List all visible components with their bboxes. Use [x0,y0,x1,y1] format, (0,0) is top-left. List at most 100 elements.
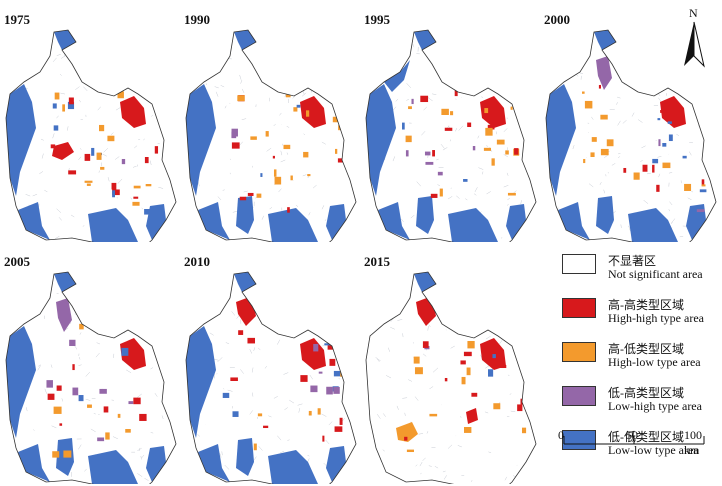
texture-line [429,386,434,390]
texture-line [136,393,142,398]
texture-line [617,156,621,159]
scale-tick-label: 50 [626,428,638,442]
texture-line [217,357,223,363]
low-low-patch [268,208,318,242]
texture-line [396,405,399,410]
texture-line [494,63,497,67]
high-low-patch [662,162,671,169]
texture-line [485,336,491,340]
high-low-patch [413,356,420,364]
texture-line [239,141,243,146]
low-low-patch [546,84,576,196]
texture-line [412,44,415,48]
legend-label-zh: 高-高类型区域 [608,298,684,312]
texture-line [232,211,238,213]
low-high-patch [425,161,434,165]
texture-line [268,415,272,418]
texture-line [329,99,331,103]
texture-line [571,72,574,76]
texture-line [37,54,39,58]
map-panel-2000: 2000 [540,6,718,242]
low-low-patch [88,450,138,484]
low-low-patch [296,104,301,108]
high-low-patch [283,144,291,150]
high-high-patch [139,88,147,95]
high-low-patch [396,422,418,442]
texture-line [372,304,376,308]
region-boundary [365,271,537,484]
map-fill [186,272,356,484]
texture-line [85,398,91,401]
legend-label-zh: 低-高类型区域 [608,386,684,400]
texture-line [140,455,142,460]
texture-line [56,208,62,213]
texture-line [274,289,280,295]
texture-line [269,207,273,210]
texture-line [523,467,528,470]
texture-line [513,190,517,193]
texture-line [280,159,286,163]
texture-line [603,189,606,194]
texture-line [480,354,483,359]
high-high-patch [322,435,325,442]
texture-line [485,365,490,369]
texture-line [432,367,439,373]
texture-line [249,349,253,354]
texture-line [616,102,618,105]
high-low-patch [591,137,597,142]
low-low-patch [686,204,706,240]
texture-line [328,421,333,426]
texture-line [297,403,303,406]
high-low-patch [633,172,640,180]
texture-line [668,172,673,174]
scale-tick-label: 0 [558,428,564,442]
high-high-patch [300,338,326,370]
high-low-patch [125,429,131,433]
high-high-patch [287,207,290,213]
texture-line [155,480,159,483]
texture-line [579,72,584,74]
texture-line [301,92,307,97]
texture-line [415,464,418,467]
high-low-patch [491,158,495,166]
high-high-patch [500,365,507,369]
texture-line [22,42,27,45]
high-low-patch [429,413,438,417]
panel-year-label: 1995 [364,12,390,27]
high-low-patch [290,175,293,181]
low-low-patch [91,147,95,156]
texture-line [503,185,509,188]
panel-year-label: 2000 [544,12,570,27]
high-low-patch [684,183,692,191]
texture-line [569,43,573,48]
texture-line [96,342,101,345]
texture-line [657,156,662,158]
texture-line [397,319,403,321]
texture-line [236,315,240,319]
high-low-patch [406,449,414,453]
texture-line [36,310,39,314]
low-low-patch [121,347,129,356]
texture-line [277,293,281,295]
texture-line [640,160,643,162]
texture-line [278,188,282,193]
texture-line [393,106,397,111]
texture-line [435,304,438,310]
texture-line [162,82,166,87]
texture-line [44,189,48,193]
high-low-patch [305,110,310,117]
texture-line [522,286,527,291]
texture-line [507,197,511,201]
texture-line [288,297,293,300]
texture-line [406,98,410,101]
texture-line [442,470,446,473]
texture-line [298,408,301,413]
texture-line [142,304,148,307]
legend-label-zh: 低-低类型区域 [608,430,684,444]
texture-line [451,72,457,77]
texture-line [329,481,333,484]
texture-line [286,152,289,155]
low-low-patch [699,189,707,193]
low-high-patch [69,339,76,346]
texture-line [161,415,164,420]
